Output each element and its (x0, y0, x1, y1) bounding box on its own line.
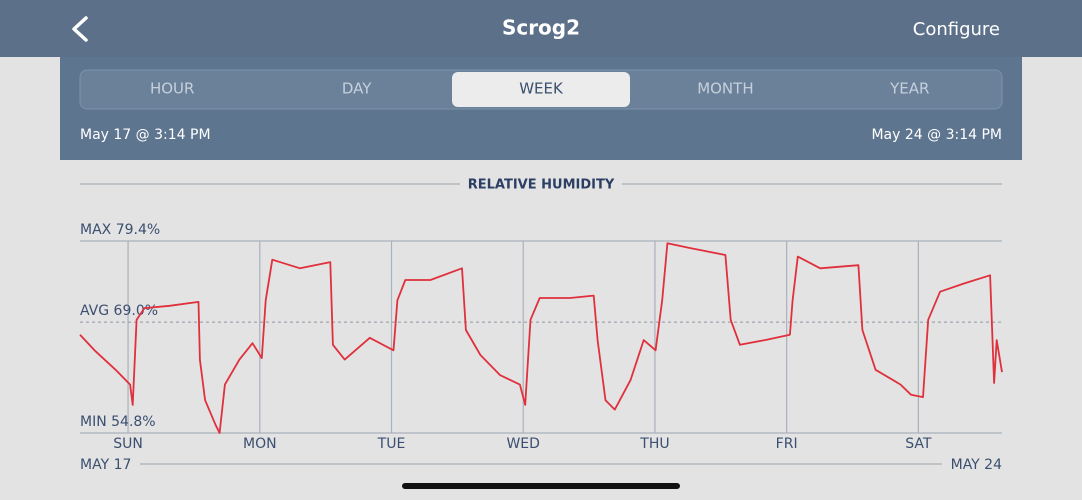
x-range-end: MAY 24 (951, 457, 1002, 473)
screen-title: Scrog2 (502, 16, 580, 40)
tab[interactable]: YEAR (889, 80, 929, 98)
range-start: May 17 @ 3:14 PM (80, 127, 211, 143)
x-tick-label: TUE (377, 436, 406, 452)
tab[interactable]: MONTH (697, 80, 753, 98)
x-tick-label: WED (506, 436, 539, 452)
y-tick-label: MIN 54.8% (80, 414, 156, 430)
y-tick-label: AVG 69.0% (80, 303, 158, 319)
x-tick-label: SUN (113, 436, 143, 452)
x-tick-label: MON (243, 436, 277, 452)
selected-tab (452, 72, 630, 107)
home-indicator (402, 483, 680, 489)
x-tick-label: SAT (905, 436, 932, 452)
tab[interactable]: HOUR (150, 80, 195, 98)
nav-bar (0, 0, 1082, 57)
tab[interactable]: DAY (342, 80, 372, 98)
tab[interactable]: WEEK (519, 80, 564, 98)
configure-button[interactable]: Configure (913, 19, 1000, 40)
chart-title: RELATIVE HUMIDITY (468, 178, 615, 193)
range-end: May 24 @ 3:14 PM (871, 127, 1002, 143)
humidity-line (79, 242, 1003, 434)
x-tick-label: THU (639, 436, 669, 452)
back-button[interactable] (72, 16, 88, 42)
x-range-start: MAY 17 (80, 457, 131, 473)
y-tick-label: MAX 79.4% (80, 222, 160, 238)
x-tick-label: FRI (776, 436, 798, 452)
